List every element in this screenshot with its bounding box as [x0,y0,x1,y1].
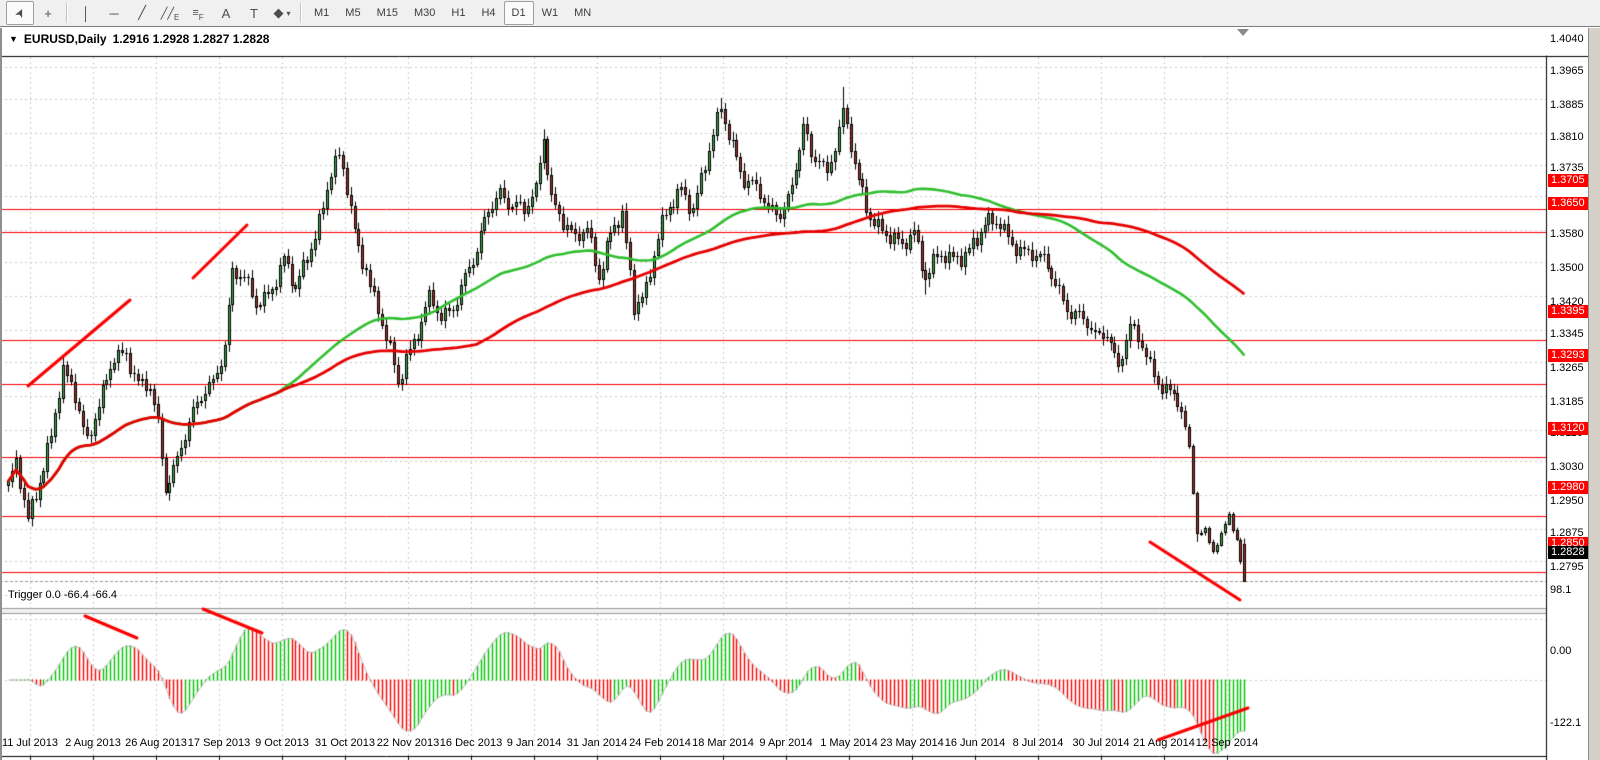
toolbar-separator [66,3,68,23]
timeframe-m5-button[interactable]: M5 [345,7,361,19]
date-axis-label: 9 Jan 2014 [506,737,562,749]
price-level-tag: 1.3650 [1548,197,1588,211]
price-axis-label: 1.3345 [1550,327,1584,340]
vertical-line-tool-button[interactable]: │ [72,1,100,25]
chart-shift-marker-icon[interactable] [1237,29,1249,36]
crosshair-tool-icon: + [44,5,52,21]
indicator-axis-label: -122.1 [1550,717,1582,729]
indicator-axis-label: 98.1 [1550,584,1572,596]
timeframe-h4-button[interactable]: H4 [481,7,496,19]
price-level-tag: 1.3120 [1548,422,1588,436]
date-axis-label: 9 Oct 2013 [255,737,309,749]
date-axis-label: 21 Aug 2014 [1133,737,1195,749]
price-axis-label: 1.2795 [1550,560,1584,573]
price-axis-label: 1.3420 [1550,295,1584,308]
price-chart-canvas[interactable] [0,28,1600,760]
channel-tool-icon: ╱╱ [160,7,174,20]
timeframe-m1-button[interactable]: M1 [314,7,330,19]
date-axis-label: 9 Apr 2014 [759,737,813,749]
horizontal-line-tool-icon: ─ [109,5,119,21]
fibonacci-tool-sub-label: F [198,12,204,22]
price-axis-label: 1.3265 [1550,361,1584,374]
timeframe-w1-button[interactable]: W1 [541,7,559,19]
symbol-dropdown-icon[interactable]: ▼ [9,34,18,44]
timeframe-m15-button[interactable]: M15 [376,7,398,19]
price-axis-label: 1.3500 [1550,261,1584,274]
indicator-axis-label: 0.00 [1550,645,1572,657]
toolbar-separator [300,3,302,23]
price-axis-label: 1.3580 [1550,228,1584,241]
price-axis-label: 1.3185 [1550,395,1584,408]
text-tool-button[interactable]: A [212,1,240,25]
price-level-tag: 1.3293 [1548,348,1588,362]
chart-title: ▼ EURUSD,Daily 1.2916 1.2928 1.2827 1.28… [9,32,269,46]
date-axis-label: 31 Oct 2013 [315,737,375,749]
main-toolbar: ➤ + │ ─ ╱ ╱╱ E ≡ F A T ◆ ▾ M1 M5 M15 M30 H1 H4 D1 W1 MN [0,0,1600,27]
date-axis-label: 1 May 2014 [820,737,878,749]
symbol-label: EURUSD,Daily [23,32,107,46]
price-axis-label: 1.3810 [1550,130,1584,143]
channel-tool-button[interactable]: ╱╱ E [156,1,184,25]
date-axis-label: 31 Jan 2014 [566,737,628,749]
price-level-tag: 1.3395 [1548,305,1588,319]
window-scrollbar[interactable] [1588,28,1600,760]
date-axis-label: 17 Sep 2013 [187,737,251,749]
indicator-label: Trigger 0.0 -66.4 -66.4 [8,589,117,601]
arrows-tool-icon: ◆ [273,5,284,20]
date-axis-label: 22 Nov 2013 [376,737,440,749]
date-axis-label: 26 Aug 2013 [125,737,187,749]
fibonacci-tool-icon: ≡ [192,7,199,19]
vertical-line-tool-icon: │ [81,5,91,21]
date-axis-label: 8 Jul 2014 [1012,737,1064,749]
date-axis-label: 16 Dec 2013 [439,737,503,749]
horizontal-line-tool-button[interactable]: ─ [100,1,128,25]
text-tool-icon: A [221,5,231,21]
price-axis-label: 1.4040 [1550,33,1584,45]
date-axis-label: 23 May 2014 [880,737,944,749]
date-axis-label: 2 Aug 2013 [65,737,121,749]
chart-window [0,28,1600,760]
trendline-tool-button[interactable]: ╱ [128,1,156,25]
cursor-tool-button[interactable]: ➤ [6,1,34,25]
indicator-name: Trigger [8,589,43,601]
crosshair-tool-button[interactable]: + [34,1,62,25]
bid-price-tag: 1.2828 [1548,545,1588,559]
window-left-edge [0,28,2,760]
timeframe-d1-button[interactable]: D1 [503,1,534,25]
timeframe-m30-button[interactable]: M30 [413,7,436,19]
price-axis-label: 1.3965 [1550,64,1584,77]
ohlc-values: 1.2916 1.2928 1.2827 1.2828 [112,32,270,46]
date-axis-label: 18 Mar 2014 [692,737,754,749]
text-label-tool-button[interactable]: T [240,1,268,25]
price-axis-label: 1.3885 [1550,98,1584,111]
fibonacci-tool-button[interactable]: ≡ F [184,1,212,25]
indicator-values: 0.0 -66.4 -66.4 [45,589,118,601]
timeframe-mn-button[interactable]: MN [574,7,592,19]
date-axis-label: 12 Sep 2014 [1195,737,1259,749]
price-level-tag: 1.2980 [1548,481,1588,495]
cursor-tool-icon: ➤ [11,5,29,21]
trendline-tool-icon: ╱ [138,5,146,20]
date-axis-label: 24 Feb 2014 [629,737,691,749]
date-axis-label: 16 Jun 2014 [944,737,1006,749]
price-level-tag: 1.3705 [1548,174,1588,188]
arrows-tool-button[interactable]: ◆ ▾ [268,1,296,25]
channel-tool-sub-label: E [173,12,180,22]
price-axis-label: 1.3030 [1550,461,1584,474]
arrows-tool-dropdown-icon[interactable]: ▾ [286,8,291,18]
price-axis-label: 1.2875 [1550,526,1584,539]
text-label-tool-icon: T [250,5,258,21]
timeframe-h1-button[interactable]: H1 [451,7,466,19]
date-axis-label: 11 Jul 2013 [1,737,59,749]
date-axis-label: 30 Jul 2014 [1072,737,1130,749]
price-axis-label: 1.2950 [1550,495,1584,508]
price-axis-label: 1.3735 [1550,162,1584,175]
